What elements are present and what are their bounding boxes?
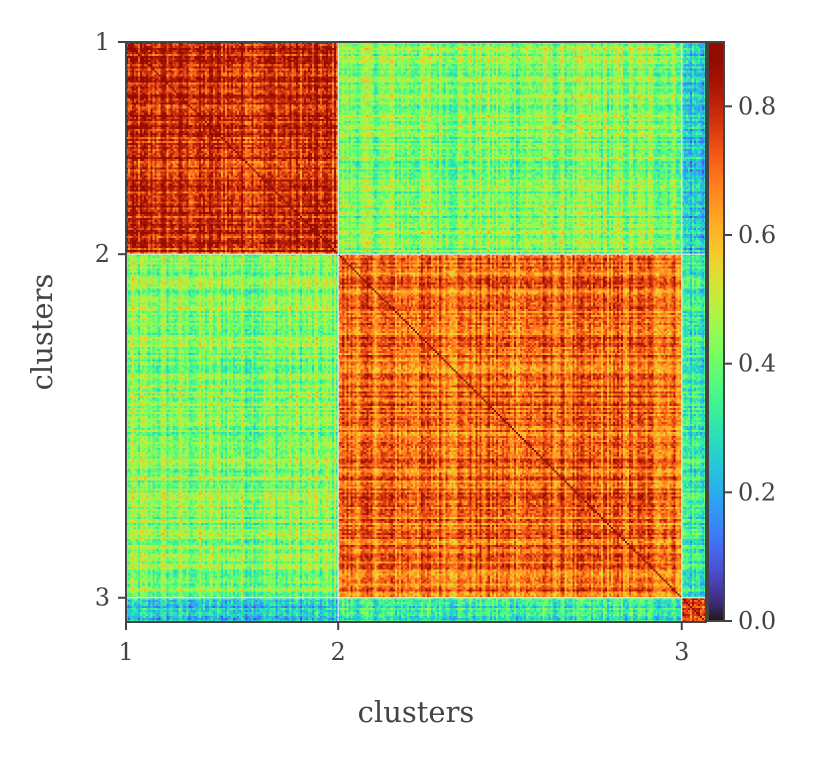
colorbar-tick-label: 0.2 bbox=[738, 478, 776, 506]
y-tick-label: 2 bbox=[95, 240, 110, 268]
colorbar-tick-label: 0.6 bbox=[738, 221, 776, 249]
x-axis-label: clusters bbox=[358, 695, 475, 729]
colorbar-tick-label: 0.0 bbox=[738, 607, 776, 635]
cluster-separators bbox=[126, 42, 706, 622]
y-tick-label: 1 bbox=[95, 28, 110, 56]
colorbar: 0.0 0.2 0.4 0.6 0.8 bbox=[707, 41, 776, 635]
colorbar-tick-label: 0.8 bbox=[738, 92, 776, 120]
y-tick-label: 3 bbox=[95, 584, 110, 612]
y-axis: 1 2 3 bbox=[95, 28, 126, 612]
x-tick-label: 2 bbox=[331, 638, 346, 666]
colorbar-tick-label: 0.4 bbox=[738, 350, 776, 378]
heatmap-image bbox=[126, 42, 706, 622]
y-axis-label: clusters bbox=[25, 274, 59, 391]
x-axis: 1 2 3 bbox=[118, 622, 689, 666]
similarity-heatmap bbox=[126, 42, 706, 622]
x-tick-label: 1 bbox=[118, 638, 133, 666]
plot-frame bbox=[125, 41, 707, 623]
x-tick-label: 3 bbox=[674, 638, 689, 666]
colorbar-gradient bbox=[707, 41, 725, 622]
